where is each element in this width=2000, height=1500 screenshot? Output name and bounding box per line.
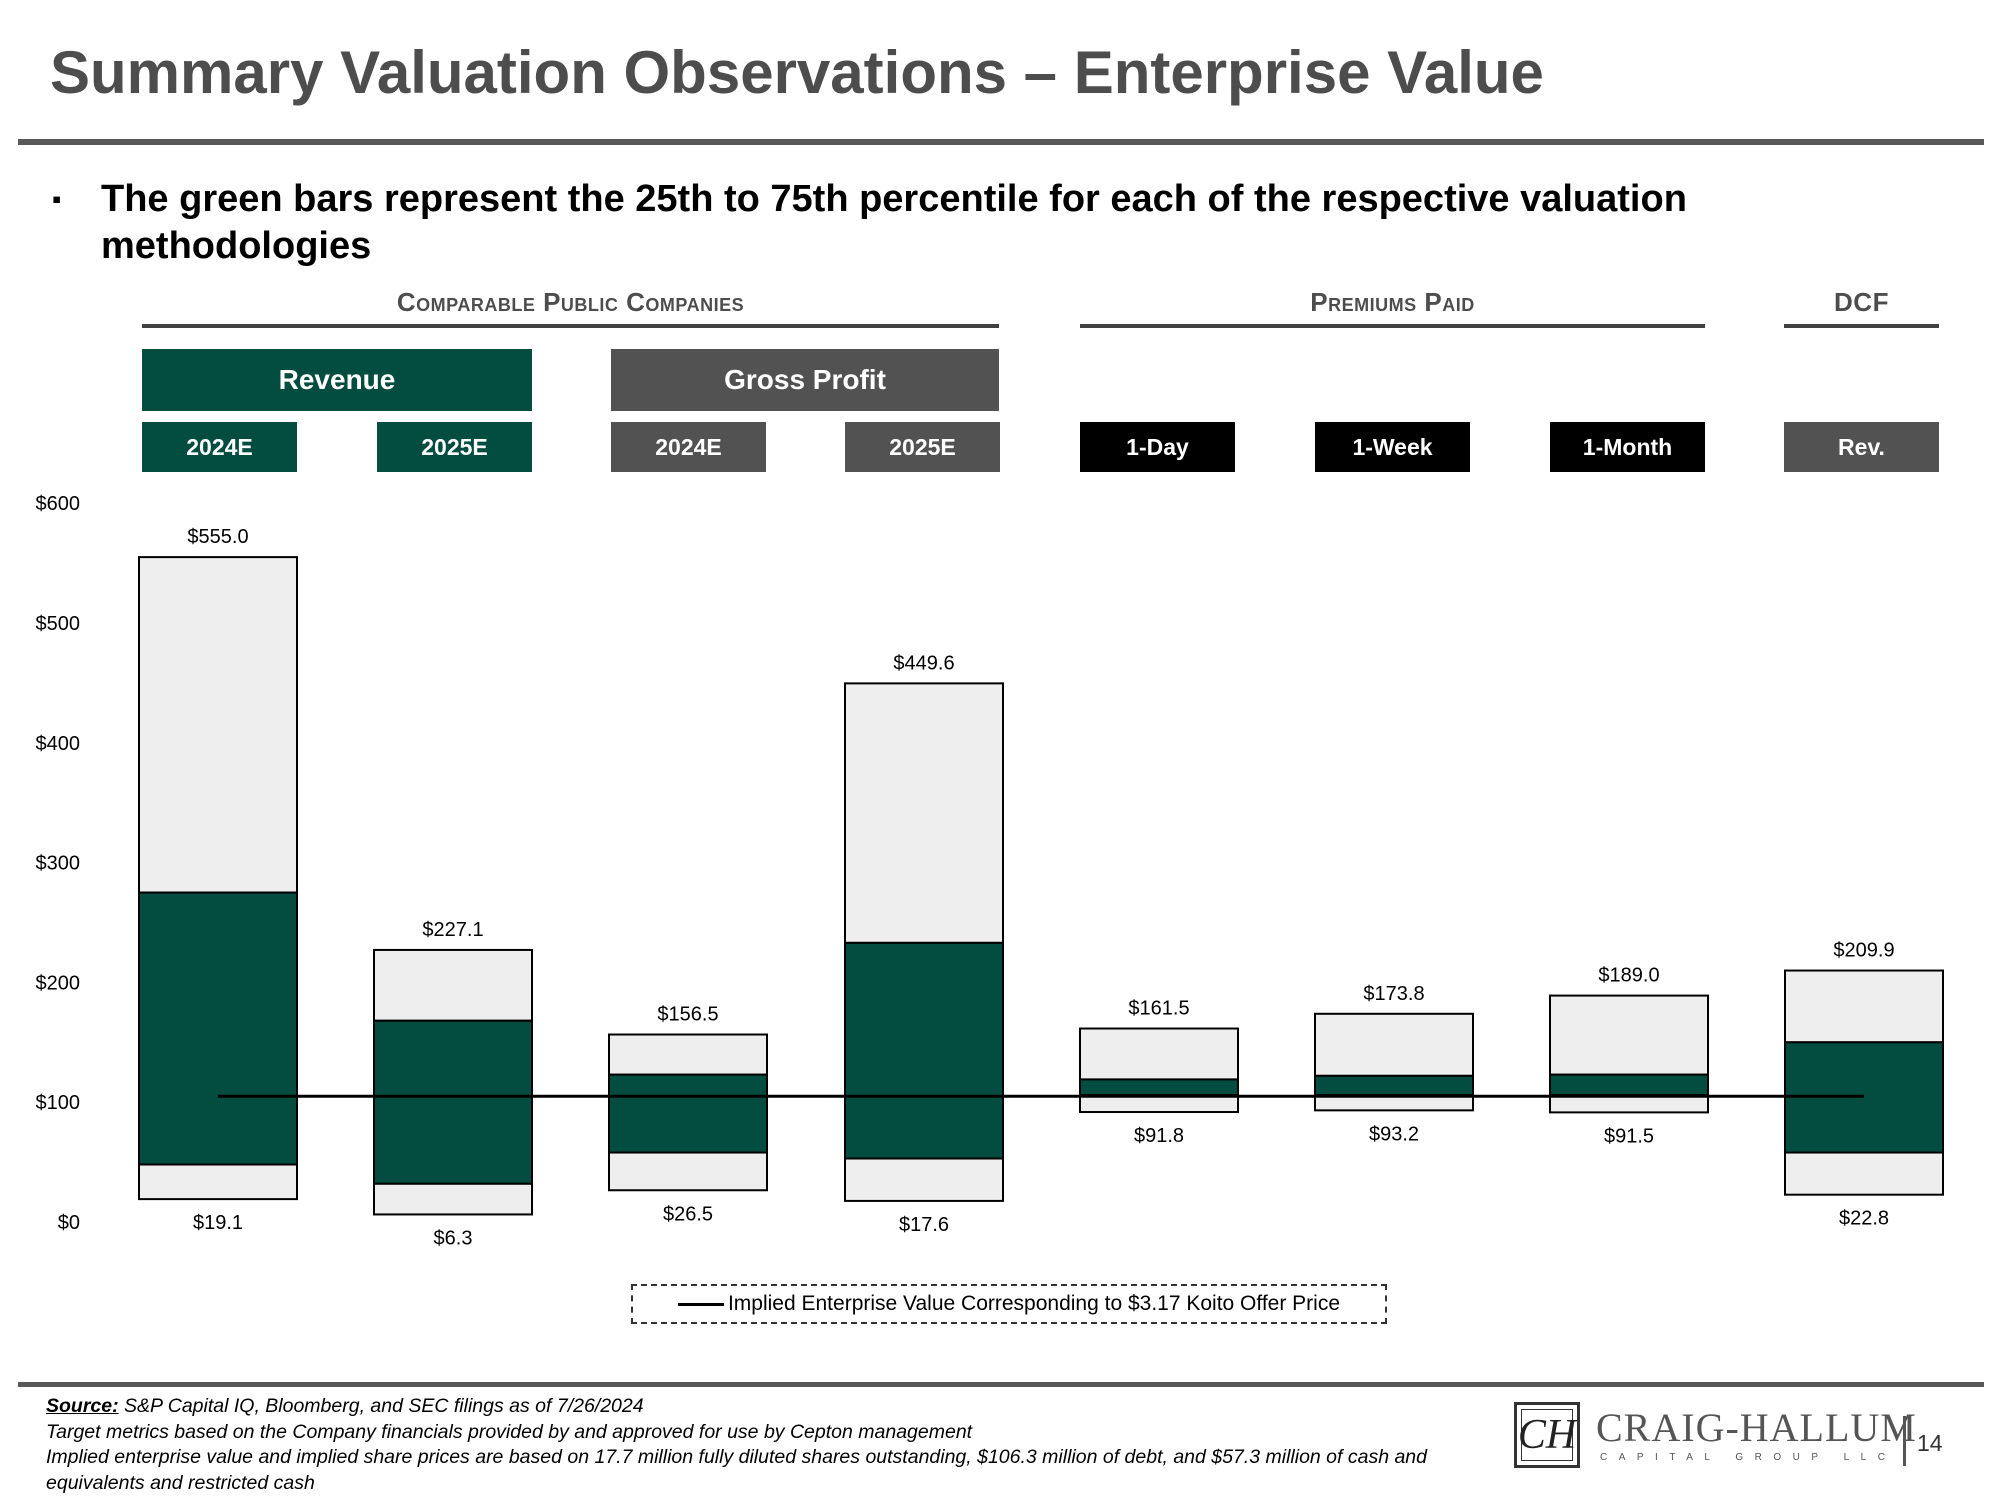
bar-high-segment-gross-profit-2024e: [608, 1033, 768, 1076]
y-tick-label-0: $0: [58, 1212, 80, 1234]
group-title-comparable: Comparable Public Companies: [396, 287, 745, 317]
footer-divider: [18, 1382, 1984, 1387]
high-label-revenue-2024e: $555.0: [187, 526, 248, 548]
y-tick-label-300: $300: [36, 853, 81, 875]
source-text: S&P Capital IQ, Bloomberg, and SEC filin…: [118, 1395, 644, 1417]
footnote-1: Target metrics based on the Company fina…: [46, 1420, 973, 1443]
bar-high-segment-1-week: [1314, 1012, 1474, 1077]
page-title: Summary Valuation Observations – Enterpr…: [50, 39, 1544, 106]
period-dcf-rev: Rev.: [1784, 422, 1939, 472]
high-label-1-week: $173.8: [1363, 983, 1424, 1005]
y-tick-label-100: $100: [36, 1092, 81, 1114]
high-label-gross-profit-2024e: $156.5: [657, 1004, 718, 1026]
square-bullet-icon: ▪: [52, 184, 62, 214]
company-name: CRAIG-HALLUM: [1596, 1405, 1917, 1450]
bar-interquartile-1-month: [1549, 1073, 1709, 1097]
y-tick-label-600: $600: [36, 493, 81, 515]
group-rule-premiums: [1080, 324, 1705, 328]
high-label-1-day: $161.5: [1128, 998, 1189, 1020]
source-label: Source:: [46, 1395, 119, 1417]
group-rule-comparable: [142, 324, 999, 328]
y-tick-label-500: $500: [36, 613, 81, 635]
page-number-divider: [1903, 1416, 1906, 1466]
bar-interquartile-gross-profit-2024e: [608, 1073, 768, 1154]
period-revenue-2024e: 2024E: [142, 422, 297, 472]
bar-high-segment-gross-profit-2025e: [844, 682, 1004, 944]
y-tick-label-200: $200: [36, 972, 81, 994]
bullet-text: The green bars represent the 25th to 75t…: [101, 178, 1687, 267]
group-rule-dcf: [1784, 324, 1939, 328]
legend-line-icon: [677, 1302, 724, 1306]
footnote-2: Implied enterprise value and implied sha…: [46, 1446, 1427, 1494]
bar-interquartile-revenue-2024e: [138, 891, 298, 1166]
high-label-1-month: $189.0: [1598, 965, 1659, 987]
period-1-month: 1-Month: [1550, 422, 1705, 472]
bar-interquartile-gross-profit-2025e: [844, 941, 1004, 1160]
logo-monogram: CH: [1518, 1409, 1576, 1461]
bar-low-segment-gross-profit-2025e: [844, 1157, 1004, 1202]
company-subtitle: CAPITAL GROUP LLC: [1600, 1452, 1897, 1463]
y-tick-label-400: $400: [36, 733, 81, 755]
page-number: 14: [1917, 1430, 1943, 1456]
bar-high-segment-1-day: [1079, 1027, 1239, 1081]
period-revenue-2025e: 2025E: [377, 422, 532, 472]
high-label-dcf-rev-: $209.9: [1833, 940, 1894, 962]
low-label-gross-profit-2024e: $26.5: [663, 1203, 713, 1225]
bar-interquartile-1-week: [1314, 1074, 1474, 1097]
bar-high-segment-revenue-2025e: [373, 948, 533, 1022]
low-label-gross-profit-2025e: $17.6: [899, 1214, 949, 1236]
low-label-1-day: $91.8: [1134, 1125, 1184, 1147]
low-label-revenue-2024e: $19.1: [193, 1212, 243, 1234]
period-gross-profit-2025e: 2025E: [845, 422, 1000, 472]
bar-high-segment-1-month: [1549, 994, 1709, 1076]
group-title-premiums: Premiums Paid: [1310, 287, 1475, 317]
low-label-1-month: $91.5: [1604, 1125, 1654, 1147]
footnotes: Source: S&P Capital IQ, Bloomberg, and S…: [46, 1394, 1506, 1496]
high-label-revenue-2025e: $227.1: [422, 919, 483, 941]
group-title-dcf: DCF: [1834, 287, 1889, 317]
chart-legend: Implied Enterprise Value Corresponding t…: [631, 1284, 1387, 1324]
low-label-1-week: $93.2: [1369, 1123, 1419, 1145]
high-label-gross-profit-2025e: $449.6: [893, 652, 954, 674]
bar-low-segment-revenue-2025e: [373, 1182, 533, 1216]
bar-low-segment-dcf-rev-: [1784, 1151, 1944, 1196]
low-label-dcf-rev-: $22.8: [1839, 1208, 1889, 1230]
low-label-revenue-2025e: $6.3: [434, 1227, 473, 1249]
bar-low-segment-revenue-2024e: [138, 1163, 298, 1201]
source-note: Source: S&P Capital IQ, Bloomberg, and S…: [46, 1394, 1506, 1420]
bar-interquartile-revenue-2025e: [373, 1019, 533, 1185]
period-gross-profit-2024e: 2024E: [611, 422, 766, 472]
metric-gross-profit: Gross Profit: [611, 349, 999, 411]
bar-low-segment-gross-profit-2024e: [608, 1151, 768, 1192]
metric-revenue: Revenue: [142, 349, 532, 411]
period-1-week: 1-Week: [1315, 422, 1470, 472]
bar-high-segment-dcf-rev-: [1784, 969, 1944, 1044]
bar-interquartile-1-day: [1079, 1078, 1239, 1097]
title-divider: [18, 139, 1984, 145]
bullet-point: ▪ The green bars represent the 25th to 7…: [52, 176, 1832, 270]
legend-label: Implied Enterprise Value Corresponding t…: [727, 1292, 1341, 1315]
bar-high-segment-revenue-2024e: [138, 556, 298, 894]
company-logo-icon: CH: [1514, 1402, 1580, 1468]
period-1-day: 1-Day: [1080, 422, 1235, 472]
